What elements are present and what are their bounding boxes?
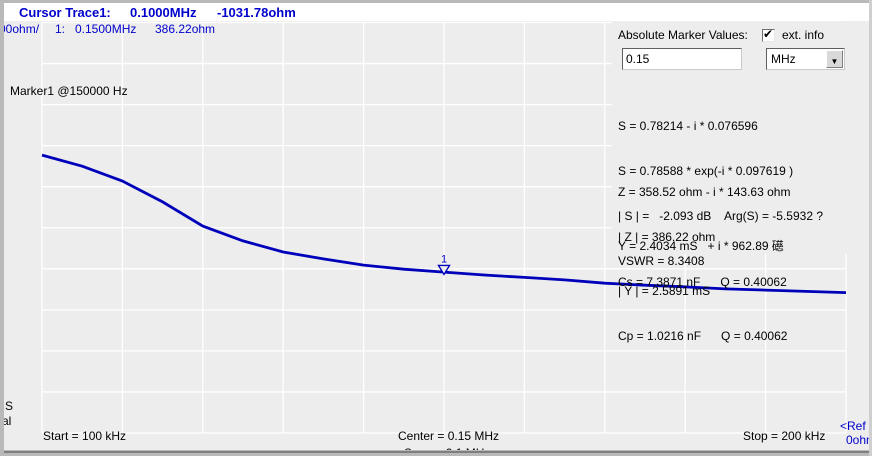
cs-q-line: Cs = 7.3871 nF Q = 0.40062 [618,275,787,289]
cp-q-line: Cp = 1.0216 nF Q = 0.40062 [618,329,788,343]
unit-dropdown[interactable]: MHz ▼ [766,48,845,70]
axis-span-label-clipped: Span = 0.1 MHz [404,446,490,450]
unit-dropdown-button[interactable]: ▼ [826,50,843,68]
y-line-mag: | Y | = 2.5891 mS [618,284,711,298]
gutter-cut-text-1: S [5,399,14,413]
ref-label-line1: <Ref [840,419,866,433]
marker-index: 1: [55,22,66,36]
axis-start-label: Start = 100 kHz [43,429,127,443]
panel-title: Absolute Marker Values: [618,28,748,42]
chevron-down-icon: ▼ [830,57,839,66]
z-line-rect: Z = 358.52 ohm - i * 143.63 ohm [618,185,791,199]
ext-info-checkbox[interactable]: ✔ [762,27,775,42]
impedance-block: Z = 358.52 ohm - i * 143.63 ohm | Z | = … [618,155,790,320]
axis-stop-label: Stop = 200 kHz [743,429,826,443]
ref-label-line2: 0ohm [846,433,869,447]
s-line-mag-arg: | S | = -2.093 dB Arg(S) = -5.5932 ? [618,209,824,223]
ext-info-label: ext. info [782,28,825,42]
marker-frequency: 0.1500MHz [75,22,137,36]
cursor-trace-label: Cursor Trace1: [19,5,111,20]
y-line-rect: Y = 2.4034 mS + i * 962.89 礠 [618,239,784,253]
unit-dropdown-value: MHz [771,52,796,66]
admittance-block: Y = 2.4034 mS + i * 962.89 礠 | Y | = 2.5… [618,209,787,374]
absolute-marker-panel: Absolute Marker Values: ✔ ext. info MHz … [612,22,869,343]
axis-center-label: Center = 0.15 MHz [398,429,500,443]
marker1-triangle-icon[interactable] [437,264,451,276]
cursor-readout-bar: Cursor Trace1: 0.1000MHz -1031.78ohm [4,3,869,21]
window-border-shadow [4,451,869,453]
cursor-value: -1031.78ohm [217,5,296,20]
cursor-frequency: 0.1000MHz [130,5,197,20]
s-parameter-block: S = 0.78214 - i * 0.076596 S = 0.78588 *… [618,89,823,299]
marker-caption: Marker1 @150000 Hz [10,84,128,98]
checkmark-icon: ✔ [763,27,774,41]
marker1-number-label: 1 [441,253,447,265]
gutter-cut-text-2: al [4,414,12,428]
scale-label-cut: 00ohm/ [4,22,40,36]
z-line-mag: | Z | = 386.22 ohm [618,230,716,244]
window-border-right [869,0,872,456]
s-line-polar: S = 0.78588 * exp(-i * 0.097619 ) [618,164,794,178]
s-line-rect: S = 0.78214 - i * 0.076596 [618,119,758,133]
vswr-line: VSWR = 8.3408 [618,254,705,268]
marker-frequency-input[interactable] [622,48,742,70]
marker-value: 386.22ohm [155,22,216,36]
plot-client-area: 1 Cursor Trace1: 0.1000MHz -1031.78ohm 0… [4,3,869,450]
